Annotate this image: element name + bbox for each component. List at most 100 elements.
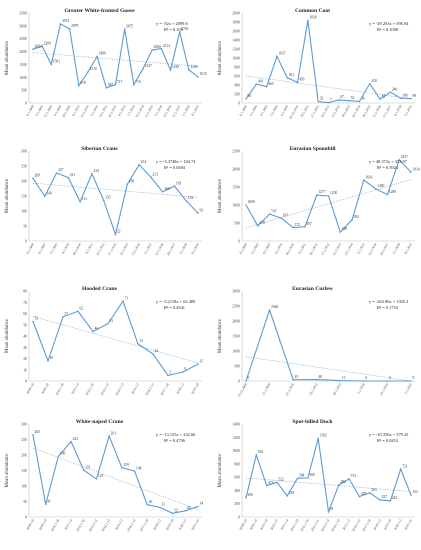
- y-tick-label: 500: [21, 89, 27, 93]
- data-point: [197, 212, 199, 214]
- x-tick-label: 2.1.2010: [90, 104, 100, 117]
- y-tick-label: 1500: [19, 63, 27, 67]
- trend-equation: y = -3.2118x + 63.489: [156, 299, 196, 304]
- data-point: [121, 466, 123, 469]
- x-tick-label: 2017.1.24: [139, 518, 149, 532]
- data-label: 8: [185, 367, 187, 371]
- y-tick-label: 20: [23, 357, 27, 361]
- data-label: 419: [258, 79, 264, 83]
- data-label: 1277: [318, 190, 325, 194]
- chart-title: Common Coot: [295, 8, 330, 14]
- x-tick-label: 2.1.2015: [143, 242, 153, 255]
- data-label: 34: [361, 97, 365, 101]
- x-tick-label: 10.1.2012: [95, 242, 105, 256]
- data-label: 1693: [365, 175, 372, 179]
- data-label: 249: [342, 227, 348, 231]
- data-label: 40: [149, 500, 153, 504]
- x-tick-label: 2019.1.8: [190, 382, 200, 395]
- data-label: 159: [123, 463, 129, 467]
- x-tick-label: 19.1.2014: [135, 104, 145, 118]
- y-tick-label: 0: [238, 102, 240, 106]
- y-tick-label: 1000: [232, 350, 240, 354]
- y-tick-label: 0: [238, 516, 240, 520]
- trend-r-squared: R² = 0.1008: [377, 27, 399, 32]
- x-tick-label: 19.1.2014: [351, 104, 361, 118]
- chart-title: Siberian Crane: [81, 146, 118, 152]
- data-label: 592: [354, 215, 360, 219]
- x-tick-label: 18.1.2010: [285, 242, 295, 256]
- x-tick-label: 4.1.2010: [274, 242, 284, 255]
- data-point: [256, 225, 259, 227]
- y-tick-label: 1500: [232, 335, 240, 339]
- data-point: [379, 499, 381, 501]
- data-label: 561: [289, 73, 295, 77]
- data-point: [327, 510, 330, 513]
- data-point: [184, 510, 187, 512]
- data-label: 34: [200, 502, 204, 506]
- y-tick-label: 100: [21, 485, 27, 489]
- data-label: 430: [371, 79, 377, 83]
- data-point: [152, 353, 154, 355]
- trend-line: [32, 182, 199, 198]
- data-label: 715: [135, 80, 141, 84]
- data-label: 1210: [90, 67, 97, 71]
- x-tick-label: 2021.1.6: [403, 518, 413, 531]
- x-tick-label: 4.1.2010: [280, 104, 290, 117]
- data-point: [386, 193, 389, 196]
- data-point: [159, 506, 161, 509]
- y-tick-label: 250: [21, 438, 27, 442]
- data-point: [133, 83, 135, 86]
- x-tick-label: 2015.1.2: [342, 518, 352, 531]
- trend-r-squared: R² = 0.0453: [377, 438, 399, 443]
- data-point: [107, 322, 109, 325]
- chart-title: Greater White-fronted Goose: [64, 8, 135, 14]
- data-point: [82, 469, 85, 471]
- data-label: 106: [402, 93, 408, 97]
- data-point: [77, 310, 79, 313]
- data-point: [358, 100, 361, 103]
- y-tick-label: 800: [234, 462, 240, 466]
- data-label: 53: [35, 317, 39, 321]
- x-tick-label: 6.1.2008: [25, 104, 35, 117]
- y-tick-label: 3000: [19, 24, 27, 28]
- data-point: [276, 55, 278, 58]
- x-tick-label: 20.1.2015: [361, 104, 371, 118]
- x-tick-label: 6.1.2009: [37, 242, 47, 255]
- data-point: [292, 378, 294, 381]
- data-point: [68, 28, 71, 30]
- data-label: 934: [258, 450, 264, 454]
- data-label: 1838: [309, 15, 316, 19]
- x-tick-label: 5.1.2009: [49, 242, 59, 255]
- data-point: [150, 176, 152, 178]
- y-tick-label: 60: [23, 312, 27, 316]
- data-point: [78, 84, 80, 87]
- data-label: 243: [73, 437, 79, 441]
- data-point: [292, 226, 294, 229]
- data-point: [32, 177, 34, 180]
- x-tick-label: 13.1.2014: [131, 242, 141, 256]
- trend-r-squared: R² = 0.0484: [164, 165, 186, 170]
- data-point: [399, 468, 402, 470]
- data-point: [317, 437, 319, 440]
- data-label: 164: [164, 187, 170, 191]
- x-tick-label: 6.1.2009: [262, 242, 272, 255]
- data-point: [108, 435, 110, 437]
- y-axis-label: Mean abundance: [218, 40, 223, 75]
- data-point: [358, 495, 361, 498]
- data-point: [410, 171, 412, 173]
- y-tick-label: 2500: [232, 305, 240, 309]
- data-point: [67, 176, 70, 179]
- y-tick-label: 2000: [232, 168, 240, 172]
- series-line: [245, 20, 412, 104]
- chart-title: Hooded Crane: [82, 286, 117, 292]
- x-tick-label: 12.1.2016: [154, 242, 164, 256]
- data-point: [368, 492, 371, 494]
- x-tick-label: 2017.1.24: [361, 518, 371, 532]
- data-label: 2366: [271, 305, 278, 309]
- y-tick-label: 50: [23, 500, 27, 504]
- data-label: 98: [413, 94, 417, 98]
- data-point: [339, 231, 342, 233]
- x-tick-label: 27.1.2011: [310, 104, 320, 118]
- y-tick-label: 1400: [232, 423, 240, 427]
- data-label: 7: [330, 98, 332, 102]
